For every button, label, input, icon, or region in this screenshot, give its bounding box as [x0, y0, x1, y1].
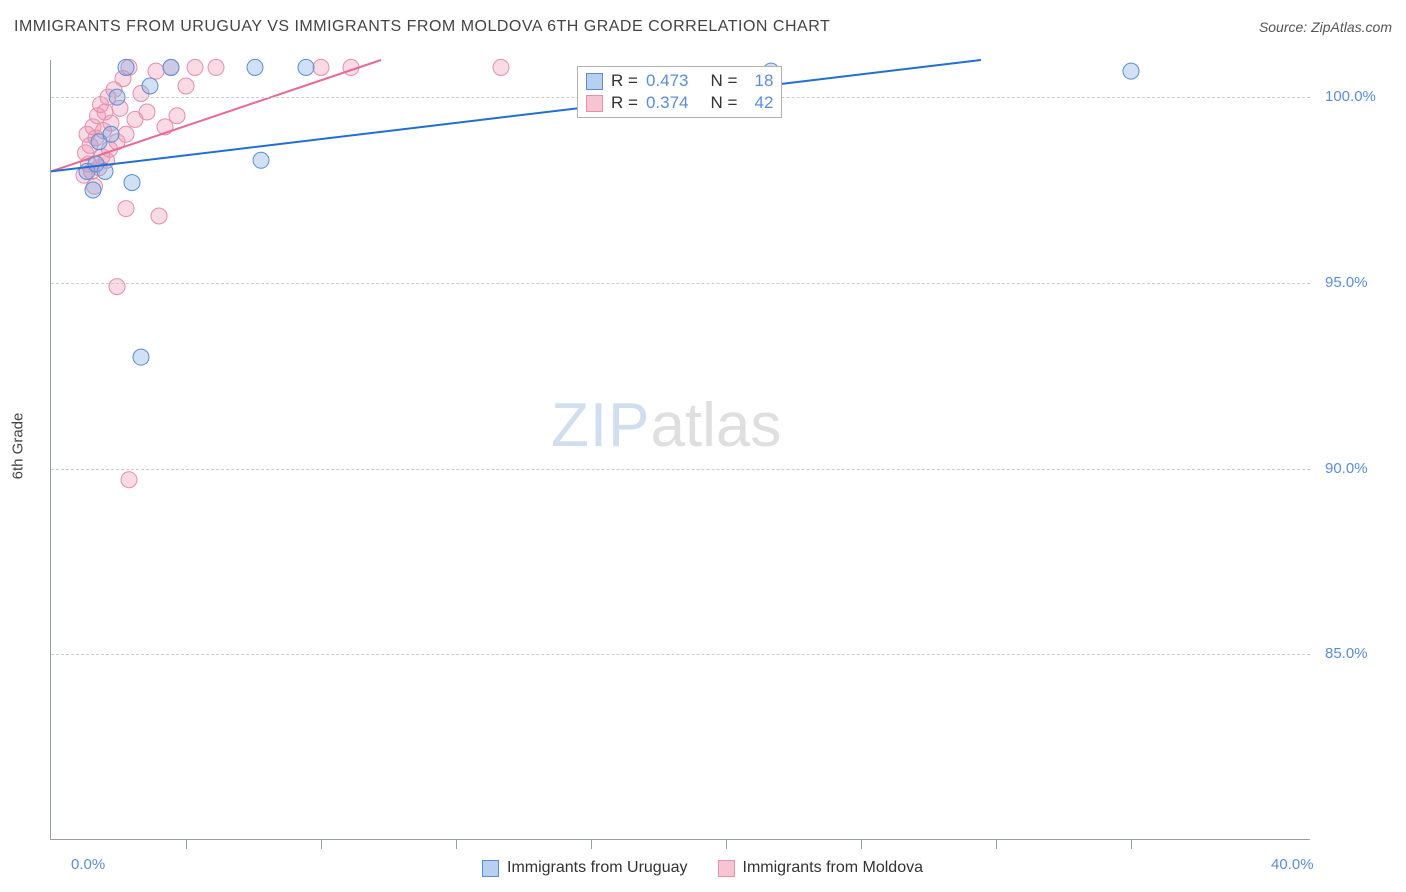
x-tick-label: 0.0%: [71, 856, 105, 873]
moldova-point: [139, 104, 155, 120]
moldova-point: [169, 108, 185, 124]
x-tick: [726, 839, 727, 849]
stats-row: R = 0.374 N = 42: [586, 93, 773, 113]
x-tick: [1131, 839, 1132, 849]
chart-title: IMMIGRANTS FROM URUGUAY VS IMMIGRANTS FR…: [14, 18, 830, 36]
moldova-point: [178, 78, 194, 94]
legend-swatch: [718, 860, 735, 877]
y-tick-label: 85.0%: [1325, 645, 1368, 662]
legend-label: Immigrants from Moldova: [743, 859, 924, 877]
moldova-point: [109, 279, 125, 295]
moldova-point: [208, 59, 224, 75]
uruguay-point: [163, 59, 179, 75]
x-tick: [456, 839, 457, 849]
uruguay-trendline: [51, 60, 981, 171]
stats-r-value: 0.473: [646, 71, 689, 91]
uruguay-point: [1123, 63, 1139, 79]
stats-r-value: 0.374: [646, 93, 689, 113]
gridline: [51, 283, 1310, 284]
chart-source: Source: ZipAtlas.com: [1259, 19, 1392, 35]
moldova-point: [187, 59, 203, 75]
stats-r-label: R =: [611, 93, 638, 113]
source-value: ZipAtlas.com: [1311, 19, 1392, 35]
stats-n-label: N =: [710, 93, 737, 113]
x-tick: [591, 839, 592, 849]
x-tick: [996, 839, 997, 849]
stats-row: R = 0.473 N = 18: [586, 71, 773, 91]
legend-item: Immigrants from Uruguay: [482, 859, 688, 877]
stats-n-value: 18: [745, 71, 773, 91]
y-tick-label: 100.0%: [1325, 88, 1376, 105]
chart-header: IMMIGRANTS FROM URUGUAY VS IMMIGRANTS FR…: [14, 18, 1392, 36]
moldova-point: [148, 63, 164, 79]
uruguay-point: [247, 59, 263, 75]
y-tick-label: 95.0%: [1325, 274, 1368, 291]
moldova-point: [313, 59, 329, 75]
x-tick-label: 40.0%: [1271, 856, 1314, 873]
plot-area: ZIPatlas R =0.473N =18R =0.374N =42 Immi…: [50, 60, 1310, 840]
uruguay-point: [142, 78, 158, 94]
stats-swatch: [586, 73, 603, 90]
legend-item: Immigrants from Moldova: [718, 859, 924, 877]
legend-swatch: [482, 860, 499, 877]
uruguay-point: [133, 349, 149, 365]
y-axis-label: 6th Grade: [10, 413, 27, 480]
uruguay-point: [298, 59, 314, 75]
x-tick: [186, 839, 187, 849]
uruguay-point: [124, 175, 140, 191]
source-label: Source:: [1259, 19, 1311, 35]
y-tick-label: 90.0%: [1325, 460, 1368, 477]
gridline: [51, 654, 1310, 655]
x-tick: [321, 839, 322, 849]
uruguay-point: [253, 152, 269, 168]
moldova-point: [121, 472, 137, 488]
stats-n-label: N =: [710, 71, 737, 91]
x-tick: [861, 839, 862, 849]
gridline: [51, 469, 1310, 470]
chart-svg: [51, 60, 1310, 839]
legend-label: Immigrants from Uruguay: [507, 859, 688, 877]
stats-swatch: [586, 95, 603, 112]
stats-box: R = 0.473 N = 18 R = 0.374 N = 42: [577, 66, 782, 118]
moldova-point: [118, 126, 134, 142]
stats-r-label: R =: [611, 71, 638, 91]
series-legend: Immigrants from Uruguay Immigrants from M…: [482, 859, 923, 877]
uruguay-point: [118, 59, 134, 75]
uruguay-point: [85, 182, 101, 198]
moldova-point: [151, 208, 167, 224]
uruguay-point: [103, 126, 119, 142]
stats-n-value: 42: [745, 93, 773, 113]
moldova-point: [118, 201, 134, 217]
moldova-point: [493, 59, 509, 75]
